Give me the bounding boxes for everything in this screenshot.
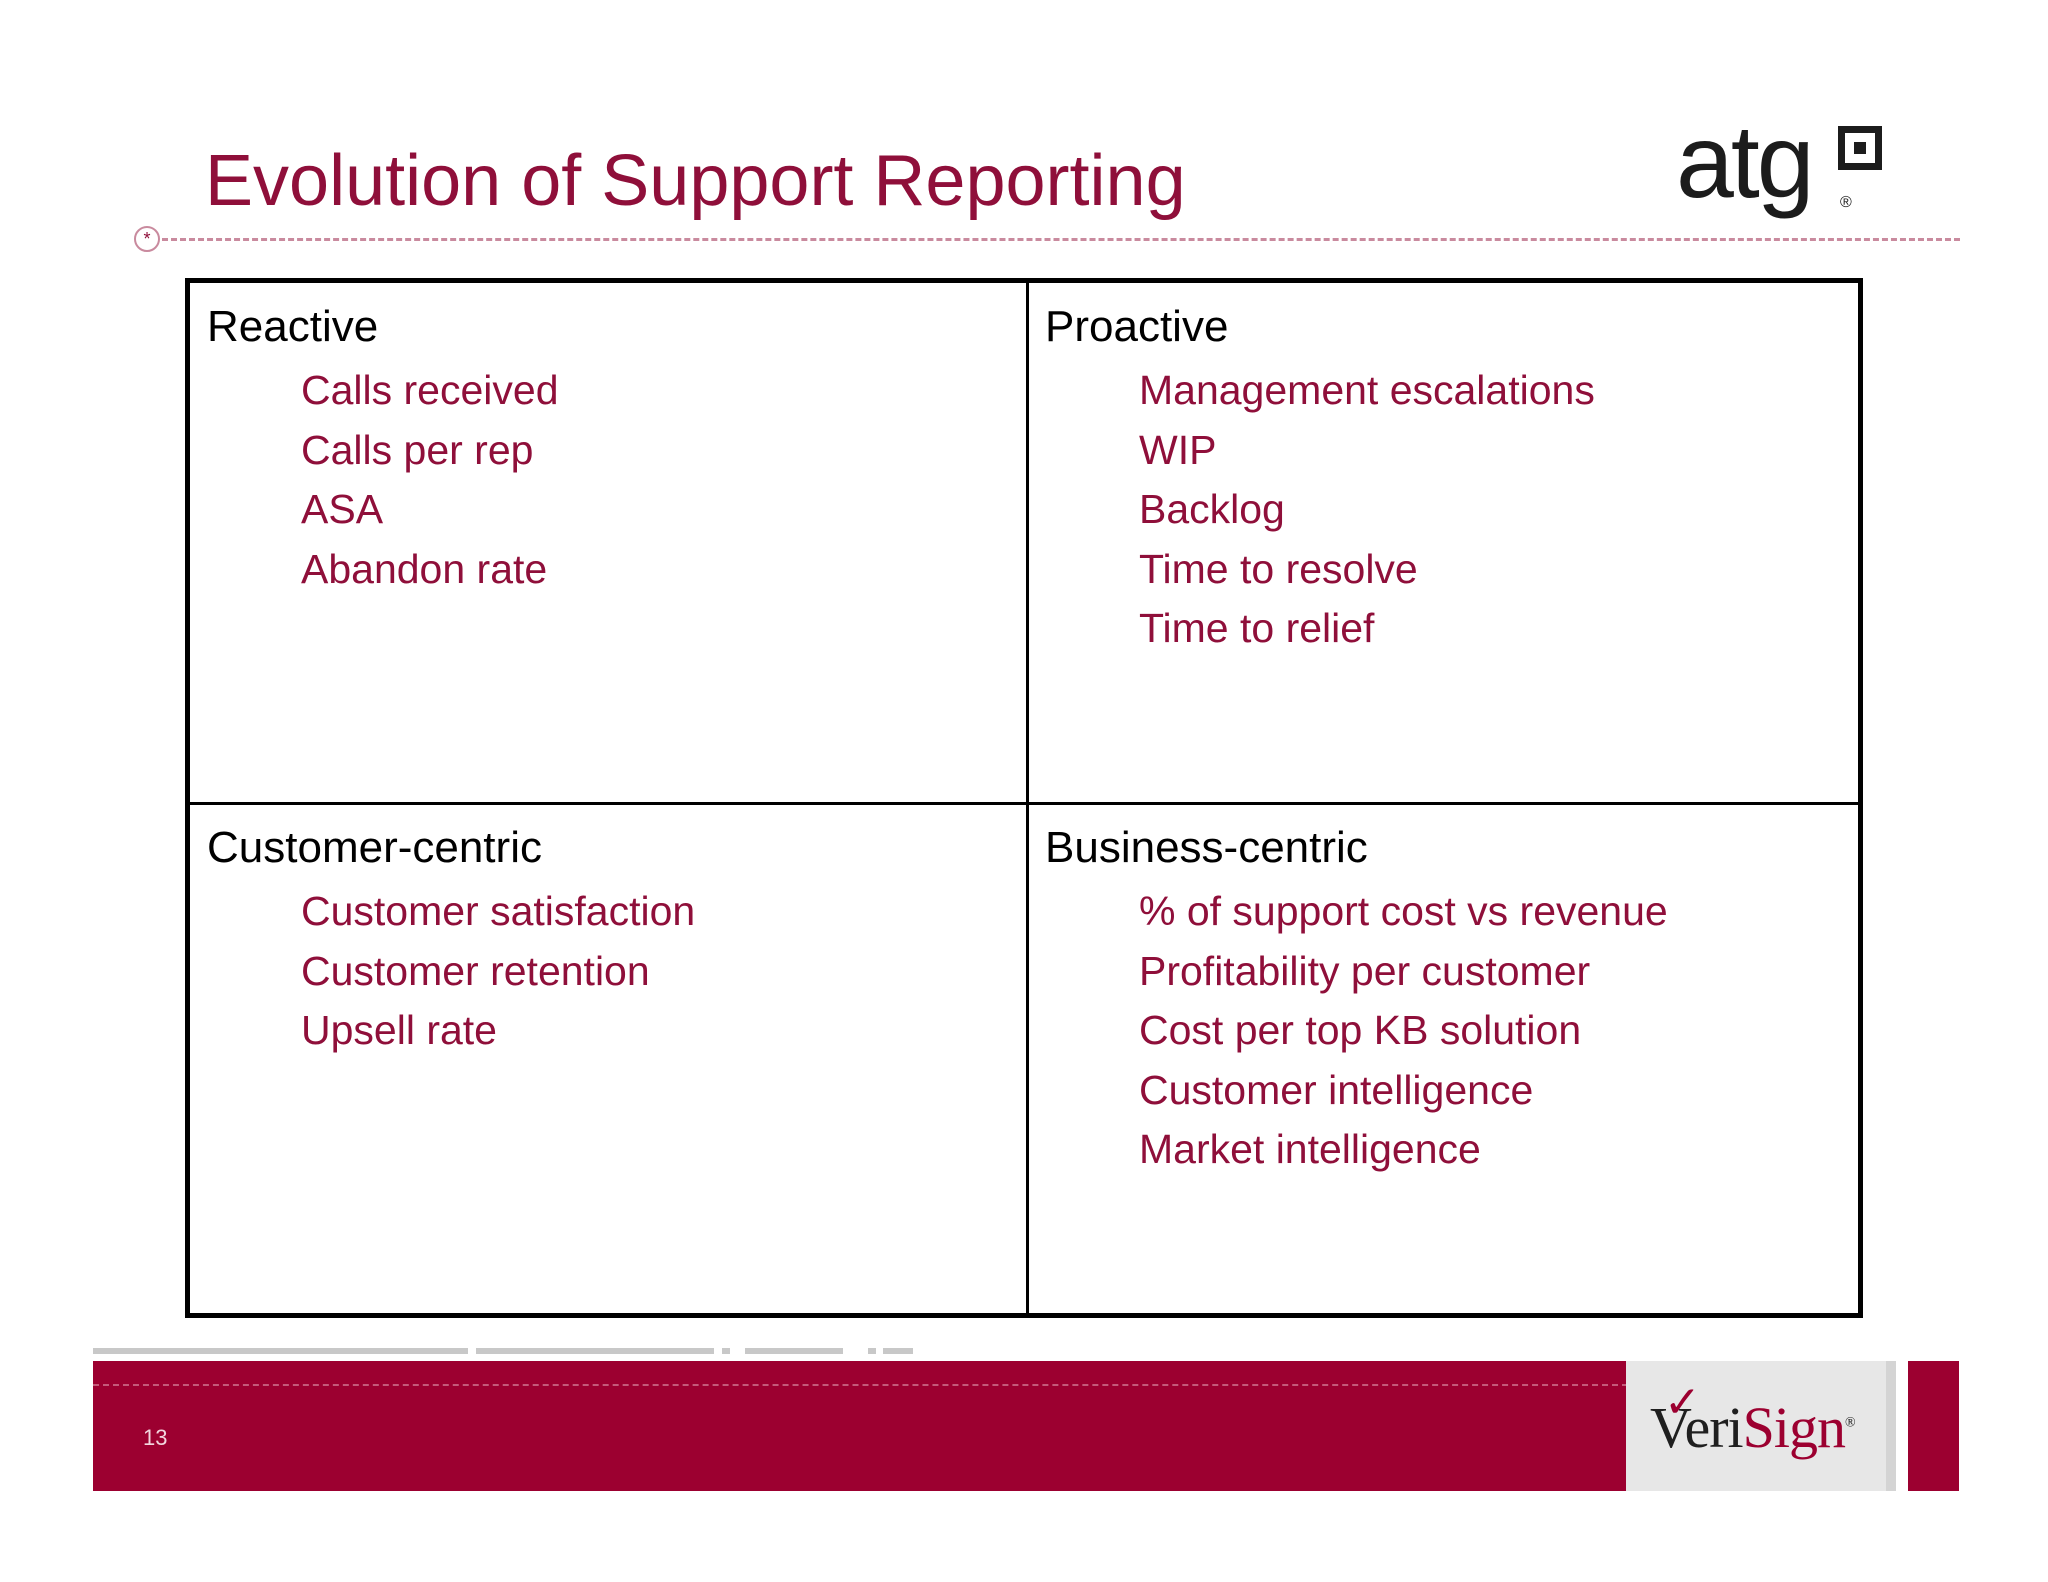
quadrant-title: Proactive: [1045, 302, 1229, 351]
verisign-logo-text-right: Sign: [1742, 1395, 1846, 1460]
list-item: Abandon rate: [301, 545, 548, 592]
footer-gap: [1896, 1361, 1908, 1491]
footer-accent-bar: [722, 1348, 730, 1354]
list-item: Time to resolve: [1139, 545, 1418, 592]
verisign-check-icon: ✓: [1664, 1378, 1701, 1427]
quadrant-reactive: Reactive Calls received Calls per rep AS…: [207, 305, 1027, 599]
list-item: Calls received: [301, 367, 559, 413]
quadrant-list: % of support cost vs revenue Profitabili…: [1045, 882, 1865, 1180]
slide-footer: 13 ✓ VeriSign®: [93, 1361, 1959, 1491]
quadrant-title: Reactive: [207, 302, 379, 351]
list-item: Customer satisfaction: [301, 888, 696, 934]
quadrant-business-centric: Business-centric % of support cost vs re…: [1045, 826, 1865, 1180]
atg-logo-box-icon: [1838, 126, 1882, 170]
list-item: Customer intelligence: [1139, 1066, 1534, 1113]
quadrant-customer-centric: Customer-centric Customer satisfaction C…: [207, 826, 1027, 1061]
quadrant-proactive: Proactive Management escalations WIP Bac…: [1045, 305, 1865, 659]
list-item: Calls per rep: [301, 426, 534, 473]
star-icon: *: [134, 226, 160, 252]
list-item: WIP: [1139, 426, 1217, 473]
list-item: ASA: [301, 486, 384, 532]
list-item: Upsell rate: [301, 1007, 497, 1053]
matrix-vertical-divider: [1026, 283, 1029, 1313]
list-item: Backlog: [1139, 486, 1285, 532]
verisign-logo-edge: [1886, 1361, 1896, 1491]
title-divider: [162, 238, 1960, 241]
list-item: Time to relief: [1139, 605, 1375, 651]
footer-accent-bar: [476, 1348, 714, 1354]
verisign-logo-text: VeriSign®: [1650, 1399, 1856, 1457]
footer-accent-bar: [883, 1348, 913, 1354]
atg-logo: atg ®: [1676, 110, 1892, 234]
list-item: % of support cost vs revenue: [1139, 888, 1668, 934]
quadrant-list: Customer satisfaction Customer retention…: [207, 882, 1027, 1061]
slide-title: Evolution of Support Reporting: [205, 141, 1186, 221]
quadrant-list: Management escalations WIP Backlog Time …: [1045, 361, 1865, 659]
matrix-horizontal-divider: [190, 802, 1858, 805]
list-item: Cost per top KB solution: [1139, 1007, 1582, 1053]
verisign-registered-mark: ®: [1845, 1415, 1856, 1431]
quadrant-title: Business-centric: [1045, 823, 1368, 872]
quadrant-list: Calls received Calls per rep ASA Abandon…: [207, 361, 1027, 599]
list-item: Management escalations: [1139, 367, 1595, 413]
atg-logo-text: atg: [1676, 104, 1815, 220]
list-item: Customer retention: [301, 947, 650, 994]
footer-accent-bar: [745, 1348, 843, 1354]
atg-registered-mark: ®: [1840, 194, 1852, 211]
page-number: 13: [143, 1425, 168, 1450]
verisign-logo-text-left: Veri: [1650, 1395, 1744, 1460]
list-item: Profitability per customer: [1139, 947, 1591, 994]
verisign-logo: ✓ VeriSign®: [1626, 1361, 1896, 1491]
footer-accent-bar: [93, 1348, 468, 1354]
reporting-matrix: Reactive Calls received Calls per rep AS…: [185, 278, 1863, 1318]
quadrant-title: Customer-centric: [207, 823, 542, 872]
footer-divider: [93, 1384, 1638, 1386]
footer-accent-bar: [868, 1348, 876, 1354]
list-item: Market intelligence: [1139, 1126, 1481, 1172]
